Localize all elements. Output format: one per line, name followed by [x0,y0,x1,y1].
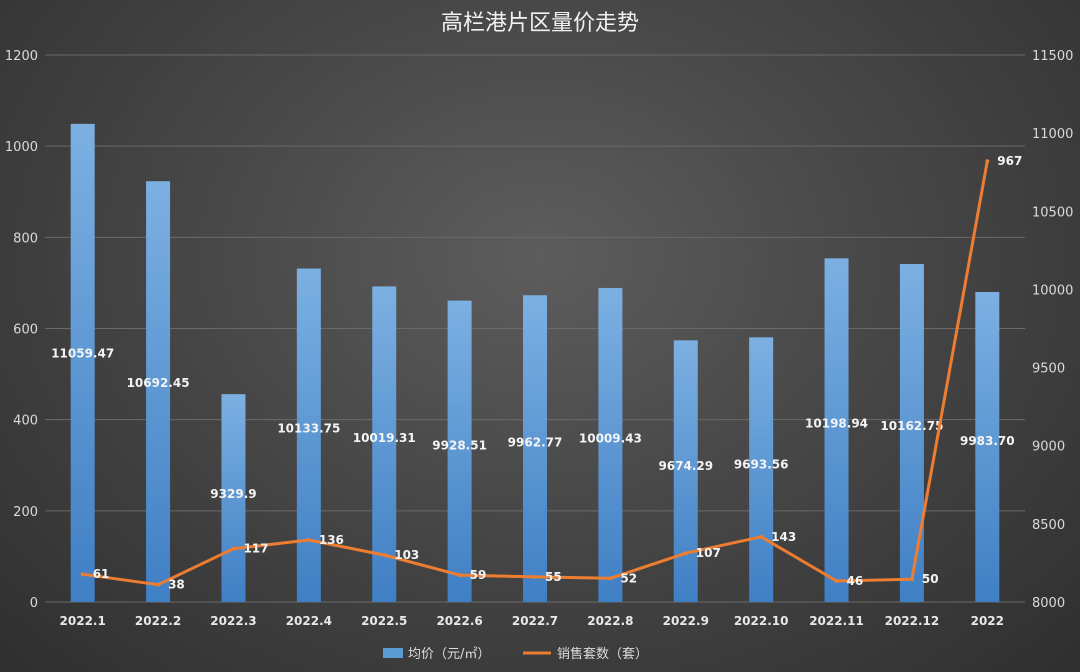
sales-data-label: 38 [168,578,185,592]
sales-data-label: 50 [922,572,939,586]
x-tick-label: 2022.8 [587,614,633,628]
right-tick-label: 8000 [1032,596,1065,611]
sales-data-label: 107 [696,546,721,560]
price-data-label: 9983.70 [960,434,1015,448]
right-tick-label: 9500 [1032,362,1065,377]
sales-point [306,538,311,543]
sales-data-label: 55 [545,570,562,584]
sales-data-label: 59 [470,568,487,582]
legend-label-price: 均价（元/㎡） [408,647,490,662]
sales-point [533,574,537,579]
price-data-label: 10198.94 [805,416,868,430]
sales-point [909,577,914,582]
sales-data-label: 61 [93,567,110,581]
right-tick-label: 11000 [1032,127,1073,142]
x-tick-label: 2022.2 [135,614,181,628]
price-data-label: 9693.56 [734,457,789,471]
price-bar [975,291,1000,602]
left-axis-ticks: 0 200 400 600 800 1000 1200 [5,49,38,611]
price-bars [70,123,1000,603]
price-bar [372,286,397,602]
x-tick-label: 2022.6 [436,614,482,628]
sales-line [80,159,990,587]
left-tick-label: 1200 [5,49,38,64]
right-tick-label: 8500 [1032,518,1065,533]
left-tick-label: 800 [13,231,38,246]
right-tick-label: 11500 [1032,49,1073,64]
price-data-label: 9674.29 [658,459,713,473]
x-tick-label: 2022.9 [663,614,709,628]
x-tick-label: 2022.4 [286,614,332,628]
x-axis-ticks: 2022.1 2022.2 2022.3 2022.4 2022.5 2022.6 2022… [60,614,1004,628]
price-bar [296,268,321,602]
price-bar [598,287,623,602]
price-bar [146,181,171,602]
x-tick-label: 2022 [971,614,1004,628]
sales-point [683,551,688,556]
sales-data-label: 117 [243,542,268,556]
price-data-label: 10019.31 [353,431,416,445]
chart-title: 高栏港片区量价走势 [441,11,639,36]
sales-labels: 61 38 117 136 103 59 55 52 107 143 46 50 967 [93,154,1023,591]
sales-point [382,553,387,558]
x-tick-label: 2022.3 [210,614,256,628]
sales-point [80,572,85,577]
price-bar [70,123,95,603]
sales-point [457,573,462,578]
x-tick-label: 2022.7 [512,614,558,628]
left-tick-label: 1000 [5,140,38,155]
legend: 均价（元/㎡） 销售套数（套） [383,646,648,662]
price-labels: 11059.47 10692.45 9329.9 10133.75 10019.31 99… [51,346,1014,501]
price-bar [523,295,547,602]
sales-point [759,534,764,539]
price-data-label: 10133.75 [277,422,340,436]
left-tick-label: 600 [13,323,38,338]
right-tick-label: 10000 [1032,283,1073,298]
price-data-label: 9928.51 [432,438,487,452]
price-data-label: 10162.75 [880,419,943,433]
price-bar [824,258,849,602]
price-bar [899,263,924,602]
x-tick-label: 2022.10 [734,614,789,628]
sales-data-label: 103 [394,548,419,562]
sales-data-label: 52 [620,571,637,585]
x-tick-label: 2022.5 [361,614,407,628]
sales-point [231,546,236,551]
price-data-label: 9329.9 [210,487,256,501]
left-tick-label: 400 [13,414,38,429]
right-tick-label: 10500 [1032,205,1073,220]
x-tick-label: 2022.12 [885,614,940,628]
x-tick-label: 2022.1 [60,614,106,628]
price-data-label: 9962.77 [508,435,563,449]
price-data-label: 10009.43 [579,432,642,446]
sales-point [156,582,161,587]
price-bar [221,394,246,602]
price-data-label: 10692.45 [127,376,190,390]
legend-label-sales: 销售套数（套） [557,646,648,662]
sales-point [834,579,839,584]
x-tick-label: 2022.11 [809,614,864,628]
sales-data-label: 143 [771,530,796,544]
legend-swatch-price [383,648,403,658]
left-tick-label: 0 [30,596,38,611]
sales-point [985,159,990,164]
right-tick-label: 9000 [1032,440,1065,455]
price-bar [447,300,472,602]
price-data-label: 11059.47 [51,346,114,360]
left-tick-label: 200 [13,505,38,520]
sales-data-label: 136 [319,533,344,547]
sales-data-label: 46 [847,574,864,588]
sales-point [608,576,613,581]
sales-data-label: 967 [997,154,1022,168]
price-bar [673,340,698,602]
right-axis-ticks: 8000 8500 9000 9500 10000 10500 11000 11500 [1032,49,1073,611]
price-bar [749,337,774,602]
